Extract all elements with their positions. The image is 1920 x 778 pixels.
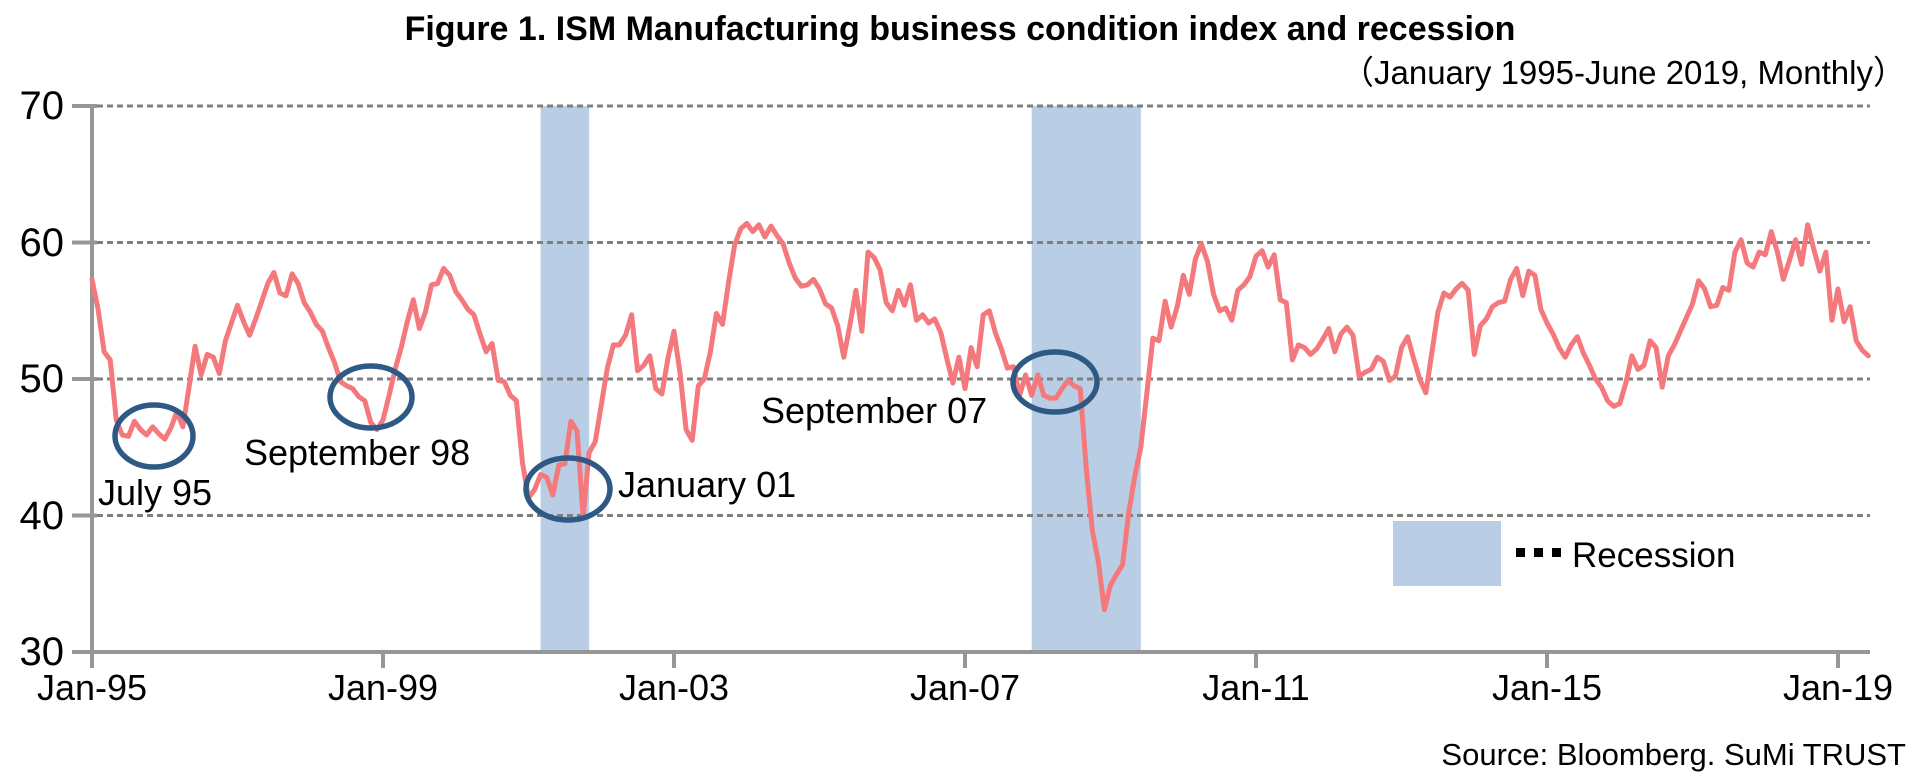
x-tick-label-Jan-15: Jan-15 xyxy=(1491,667,1603,708)
source-note: Source: Bloomberg. SuMi TRUST xyxy=(1441,737,1906,772)
y-tick-label-30: 30 xyxy=(19,630,65,674)
x-tick-label-Jan-19: Jan-19 xyxy=(1782,667,1894,708)
annotation-label-september-07: September 07 xyxy=(761,390,988,431)
chart-subtitle: （January 1995-June 2019, Monthly） xyxy=(1341,54,1906,91)
legend-recession-swatch xyxy=(1393,521,1501,586)
annotation-label-september-98: September 98 xyxy=(244,432,471,473)
y-tick-label-50: 50 xyxy=(19,357,65,401)
x-tick-label-Jan-03: Jan-03 xyxy=(618,667,730,708)
x-tick-label-Jan-07: Jan-07 xyxy=(909,667,1021,708)
annotation-circle-september-07 xyxy=(1010,349,1100,415)
y-tick-label-60: 60 xyxy=(19,220,65,265)
legend-recession-label: Recession xyxy=(1572,536,1736,575)
x-tick-label-Jan-95: Jan-95 xyxy=(36,667,148,708)
annotation-label-july-95: July 95 xyxy=(98,472,213,513)
axes xyxy=(72,104,1870,668)
y-tick-label-70: 70 xyxy=(19,84,65,128)
annotation-circles xyxy=(112,349,1100,523)
chart-title: Figure 1. ISM Manufacturing business con… xyxy=(404,10,1516,48)
annotation-circle-september-98 xyxy=(327,363,415,431)
annotation-circle-july-95 xyxy=(112,402,196,470)
legend-dots-icon xyxy=(1516,548,1572,560)
annotation-circle-january-01 xyxy=(523,455,613,523)
x-tick-label-Jan-99: Jan-99 xyxy=(327,667,439,708)
ism-pmi-line xyxy=(89,220,1871,613)
x-tick-label-Jan-11: Jan-11 xyxy=(1202,667,1310,708)
annotation-label-january-01: January 01 xyxy=(618,464,797,505)
x-axis-ticks xyxy=(90,652,1840,668)
y-tick-label-40: 40 xyxy=(19,493,65,538)
